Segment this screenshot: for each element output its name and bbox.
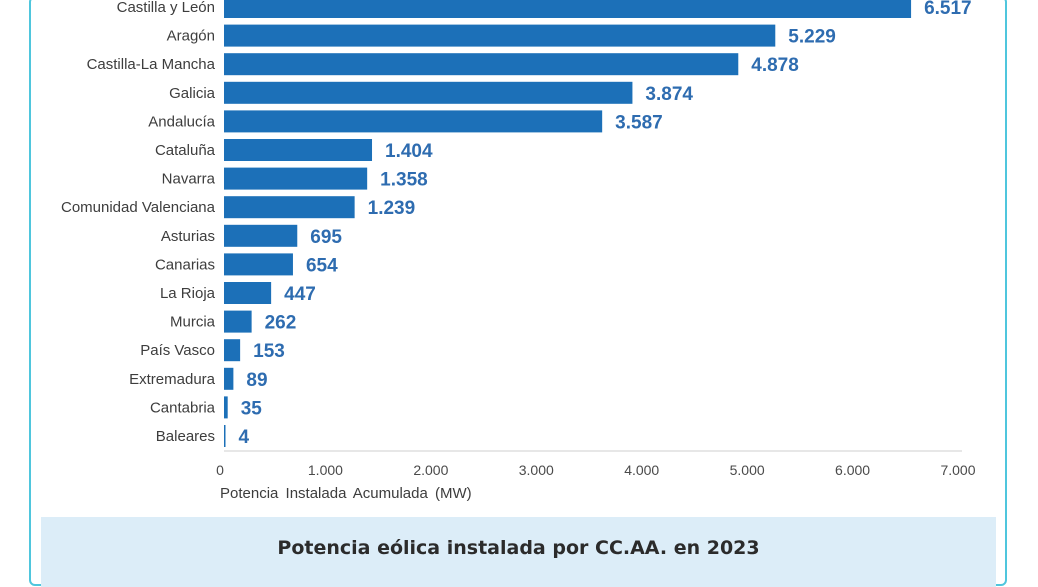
- bar: [224, 425, 226, 447]
- bar: [224, 396, 228, 419]
- category-label: Murcia: [170, 314, 216, 331]
- x-tick-label: 7.000: [940, 462, 975, 478]
- category-label: Navarra: [162, 171, 216, 188]
- bar: [224, 196, 355, 219]
- category-label: Galicia: [169, 85, 216, 102]
- category-label: Andalucía: [148, 113, 215, 130]
- value-label: 89: [246, 370, 267, 391]
- category-label: Asturias: [161, 228, 215, 245]
- category-label: Extremadura: [129, 371, 216, 388]
- value-label: 654: [306, 255, 338, 276]
- x-tick-label: 4.000: [624, 462, 659, 478]
- bar: [224, 282, 272, 304]
- category-label: Cataluña: [155, 142, 216, 159]
- bar: [224, 339, 241, 362]
- value-label: 1.358: [380, 170, 428, 191]
- x-ticks-group: 0 1.000 2.000 3.000 4.000 5.000 6.000 7.000: [216, 462, 976, 478]
- chart-caption: Potencia eólica instalada por CC.AA. en …: [277, 537, 760, 559]
- category-label: Castilla y León: [117, 0, 215, 16]
- x-tick-label: 5.000: [730, 462, 765, 478]
- category-label: Cantabria: [150, 399, 216, 416]
- category-label: País Vasco: [140, 342, 215, 359]
- value-label: 695: [310, 227, 342, 248]
- x-axis-title: Potencia Instalada Acumulada (MW): [220, 485, 472, 502]
- bar: [224, 81, 633, 104]
- category-label: La Rioja: [160, 285, 216, 302]
- x-tick-label: 3.000: [519, 462, 554, 478]
- category-labels-group: Castilla y León Aragón Castilla-La Mancha G…: [61, 0, 216, 445]
- bar: [224, 253, 293, 276]
- bar: [224, 24, 776, 47]
- value-labels-group: 6.517 5.229 4.878 3.874 3.587 1.404 1.358 1.239…: [239, 0, 972, 448]
- value-label: 3.874: [645, 84, 693, 105]
- bars-group: [224, 0, 912, 447]
- bar: [224, 110, 603, 133]
- caption-box: Potencia eólica instalada por CC.AA. en …: [41, 517, 996, 587]
- bar: [224, 167, 368, 190]
- value-label: 262: [265, 313, 297, 334]
- x-tick-label: 2.000: [413, 462, 448, 478]
- value-label: 1.404: [385, 141, 433, 162]
- category-label: Comunidad Valenciana: [61, 199, 216, 216]
- value-label: 153: [253, 341, 285, 362]
- value-label: 4: [239, 427, 250, 448]
- category-label: Baleares: [156, 428, 215, 445]
- bar: [224, 224, 298, 247]
- value-label: 6.517: [924, 0, 972, 19]
- category-label: Aragón: [167, 28, 215, 45]
- category-label: Canarias: [155, 256, 215, 273]
- bar: [224, 53, 739, 76]
- bar: [224, 139, 373, 161]
- value-label: 5.229: [788, 27, 836, 48]
- value-label: 1.239: [368, 198, 416, 219]
- value-label: 447: [284, 284, 316, 305]
- value-label: 4.878: [751, 55, 799, 76]
- x-tick-label: 0: [216, 462, 224, 478]
- bar: [224, 0, 912, 18]
- x-tick-label: 1.000: [308, 462, 343, 478]
- bar: [224, 367, 234, 390]
- bar: [224, 310, 252, 333]
- category-label: Castilla-La Mancha: [87, 56, 216, 73]
- x-tick-label: 6.000: [835, 462, 870, 478]
- value-label: 3.587: [615, 112, 663, 133]
- value-label: 35: [241, 398, 263, 419]
